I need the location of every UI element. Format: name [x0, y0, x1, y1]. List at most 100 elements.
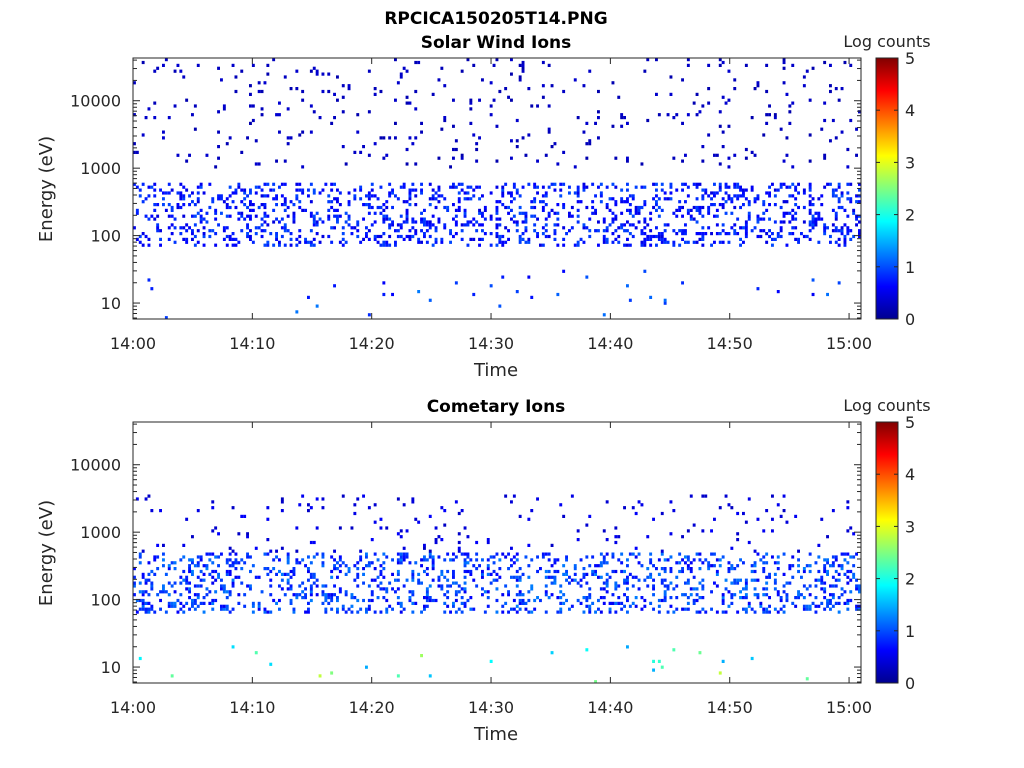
spectrogram-cell: [153, 182, 157, 186]
spectrogram-cell: [431, 188, 435, 192]
spectrogram-cell: [710, 607, 713, 611]
spectrogram-cell: [147, 185, 151, 189]
spectrogram-cell: [698, 581, 702, 585]
spectrogram-cell: [309, 572, 313, 576]
spectrogram-cell: [823, 101, 827, 105]
spectrogram-cell: [518, 234, 522, 239]
spectrogram-cell: [655, 194, 658, 198]
spectrogram-cell: [626, 575, 629, 579]
spectrogram-cell: [179, 581, 183, 585]
spectrogram-cell: [454, 581, 458, 585]
spectrogram-cell: [512, 598, 516, 603]
spectrogram-cell: [820, 203, 824, 207]
spectrogram-cell: [652, 205, 655, 210]
spectrogram-cell: [837, 182, 841, 186]
spectrogram-cell: [333, 284, 336, 288]
spectrogram-cell: [536, 217, 539, 221]
spectrogram-cell: [156, 203, 160, 207]
spectrogram-cell: [678, 205, 682, 210]
spectrogram-cell: [643, 203, 647, 207]
spectrogram-cell: [626, 581, 629, 585]
spectrogram-cell: [336, 220, 339, 224]
spectrogram-cell: [721, 598, 725, 603]
spectrogram-cell: [620, 188, 624, 192]
spectrogram-cell: [385, 526, 389, 530]
spectrogram-cell: [692, 598, 696, 603]
spectrogram-cell: [234, 75, 238, 79]
spectrogram-cell: [565, 578, 568, 582]
spectrogram-cell: [162, 558, 165, 562]
spectrogram-cell: [686, 596, 690, 600]
spectrogram-cell: [454, 208, 458, 212]
spectrogram-cell: [312, 575, 316, 579]
spectrogram-cell: [336, 200, 339, 204]
spectrogram-cell: [829, 593, 832, 597]
spectrogram-cell: [527, 564, 531, 568]
spectrogram-cell: [713, 191, 716, 195]
spectrogram-cell: [826, 604, 829, 608]
spectrogram-cell: [773, 113, 777, 117]
spectrogram-cell: [324, 584, 328, 588]
spectrogram-cell: [834, 558, 838, 562]
spectrogram-cell: [159, 243, 162, 247]
spectrogram-cell: [576, 243, 580, 247]
spectrogram-cell: [643, 200, 647, 204]
spectrogram-cell: [260, 217, 264, 221]
spectrogram-cell: [773, 237, 777, 241]
spectrogram-cell: [808, 159, 812, 163]
spectrogram-cell: [643, 69, 647, 73]
spectrogram-cell: [359, 197, 363, 201]
spectrogram-cell: [382, 203, 386, 207]
spectrogram-cell: [147, 593, 151, 597]
spectrogram-cell: [724, 578, 728, 582]
spectrogram-cell: [481, 569, 484, 574]
spectrogram-cell: [646, 567, 650, 571]
spectrogram-cell: [315, 211, 319, 215]
spectrogram-cell: [501, 552, 505, 556]
spectrogram-cell: [420, 229, 423, 233]
spectrogram-cell: [808, 569, 812, 574]
spectrogram-cell: [710, 191, 713, 195]
spectrogram-cell: [710, 203, 713, 207]
spectrogram-cell: [330, 593, 334, 597]
spectrogram-cell: [344, 572, 348, 576]
spectrogram-cell: [301, 558, 305, 562]
spectrogram-cell: [199, 214, 203, 218]
spectrogram-cell: [605, 581, 609, 585]
spectrogram-cell: [800, 575, 803, 579]
spectrogram-cell: [202, 226, 206, 230]
spectrogram-cell: [446, 205, 450, 210]
spectrogram-cell: [840, 567, 844, 571]
spectrogram-cell: [330, 569, 334, 574]
spectrogram-cell: [388, 604, 392, 608]
spectrogram-cell: [159, 509, 162, 513]
spectrogram-cell: [692, 101, 696, 105]
spectrogram-cell: [246, 205, 249, 210]
spectrogram-cell: [727, 567, 731, 571]
spectrogram-cell: [405, 200, 409, 204]
spectrogram-cell: [188, 226, 191, 230]
spectrogram-cell: [652, 182, 655, 186]
spectrogram-cell: [576, 529, 580, 533]
spectrogram-cell: [773, 188, 777, 192]
spectrogram-cell: [449, 165, 452, 169]
spectrogram-cell: [156, 223, 160, 227]
spectrogram-cell: [582, 188, 586, 192]
spectrogram-cell: [295, 596, 299, 600]
spectrogram-cell: [779, 127, 783, 131]
spectrogram-cell: [556, 243, 560, 247]
spectrogram-cell: [353, 511, 357, 516]
spectrogram-cell: [336, 75, 339, 79]
colorbar-tick-label: 4: [905, 465, 915, 484]
spectrogram-cell: [370, 223, 374, 227]
spectrogram-cell: [582, 240, 586, 244]
spectrogram-cell: [802, 75, 806, 79]
spectrogram-cell: [260, 188, 264, 192]
spectrogram-cell: [518, 75, 522, 79]
spectrogram-cell: [411, 220, 415, 224]
spectrogram-cell: [217, 145, 220, 149]
spectrogram-cell: [263, 229, 267, 233]
spectrogram-cell: [309, 243, 313, 247]
spectrogram-cell: [846, 232, 850, 236]
spectrogram-cell: [701, 596, 705, 600]
